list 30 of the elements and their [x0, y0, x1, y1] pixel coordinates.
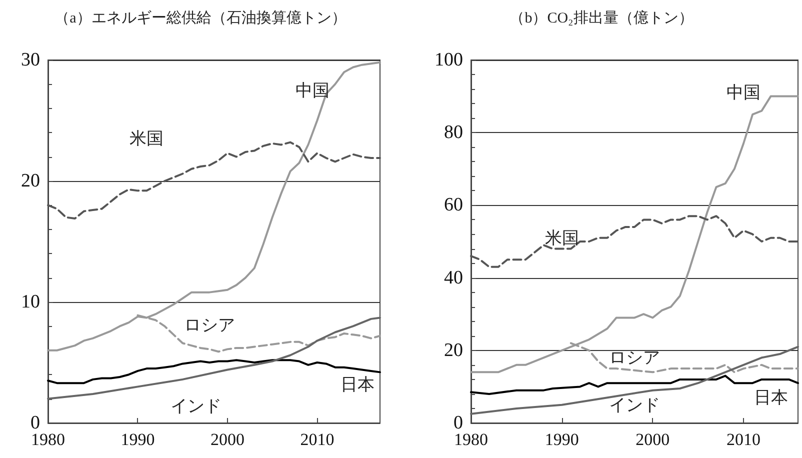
y-tick-label: 40 [444, 267, 463, 288]
line-series [470, 215, 799, 268]
series-label: 日本 [754, 388, 788, 408]
x-tick-label: 2010 [300, 430, 334, 449]
series-label: ロシア [609, 348, 660, 368]
series-label: 米国 [130, 129, 164, 148]
x-tick-label: 2000 [636, 430, 670, 449]
line-series [47, 316, 381, 400]
x-tick-label: 1990 [120, 430, 155, 449]
y-tick-label: 100 [434, 50, 463, 70]
series-label: 米国 [544, 228, 579, 248]
series-label: 中国 [726, 83, 760, 102]
y-tick-label: 60 [444, 194, 463, 216]
series-label: インド [170, 396, 222, 416]
x-tick-label: 2000 [210, 430, 244, 449]
series-label: 中国 [296, 80, 330, 100]
y-tick-label: 30 [21, 50, 40, 70]
series-label: ロシア [184, 315, 236, 334]
chart-title: （a）エネルギー総供給（石油換算億トン） [54, 10, 346, 26]
y-tick-label: 80 [444, 122, 463, 144]
series-label: 日本 [340, 374, 375, 394]
chart-title: （b）CO₂排出量（億トン） [510, 10, 694, 26]
line-series [470, 346, 799, 415]
x-tick-label: 2010 [726, 430, 760, 449]
line-series [47, 61, 381, 352]
series-label: インド [609, 395, 660, 414]
y-tick-label: 10 [21, 292, 40, 312]
y-tick-label: 20 [444, 340, 463, 361]
x-tick-label: 1990 [544, 430, 579, 449]
y-tick-label: 20 [21, 170, 40, 192]
